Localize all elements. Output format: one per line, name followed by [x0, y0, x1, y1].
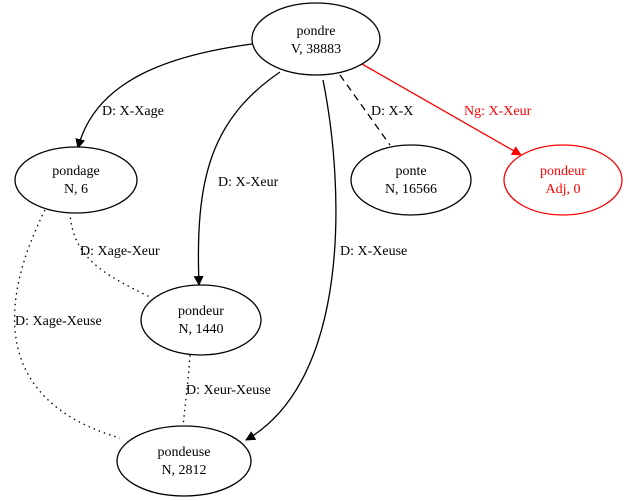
edge-pondeur-n-pondeuse: D: Xeur-Xeuse	[182, 354, 271, 428]
node-pondeur-adj: pondeur Adj, 0	[503, 144, 623, 216]
edge-label-xeur-xeuse: D: Xeur-Xeuse	[186, 383, 271, 398]
edge-label-x-xage: D: X-Xage	[102, 104, 164, 119]
edge-line-pondre-pondeuse	[245, 79, 337, 441]
node-info-pondeur-n: N, 1440	[178, 322, 223, 337]
edge-line-pondre-pondeur-n	[193, 71, 281, 286]
edge-label-ng-x-xeur: Ng: X-Xeur	[464, 104, 532, 119]
edge-pondre-pondeur-adj: Ng: X-Xeur	[361, 63, 532, 156]
node-name-pondage: pondage	[52, 164, 99, 179]
edge-pondre-pondeur-n: D: X-Xeur	[193, 71, 281, 286]
edge-pondre-ponte: D: X-X	[339, 74, 413, 146]
node-pondage: pondage N, 6	[14, 146, 138, 214]
node-name-pondeuse: pondeuse	[158, 445, 211, 460]
edge-pondre-pondeuse: D: X-Xeuse	[245, 79, 407, 441]
node-pondeuse: pondeuse N, 2812	[116, 425, 252, 497]
edge-label-xage-xeuse: D: Xage-Xeuse	[15, 314, 102, 329]
edge-line-pondeur-n-pondeuse	[182, 354, 191, 428]
node-info-pondeuse: N, 2812	[161, 463, 206, 478]
node-shape-pondeur-n	[140, 284, 262, 356]
edge-label-x-xeuse: D: X-Xeuse	[340, 244, 407, 259]
node-shape-pondeur-adj	[503, 144, 623, 216]
node-shape-pondeuse	[116, 425, 252, 497]
edge-label-x-x: D: X-X	[371, 104, 413, 119]
edge-pondre-pondage: D: X-Xage	[75, 43, 253, 149]
node-info-pondage: N, 6	[64, 182, 88, 197]
node-shape-ponte	[350, 144, 472, 216]
edge-line-pondre-ponte	[339, 74, 391, 146]
edge-pondage-pondeuse: D: Xage-Xeuse	[13, 209, 121, 439]
node-name-pondeur-n: pondeur	[178, 304, 224, 319]
edge-label-x-xeur: D: X-Xeur	[218, 175, 279, 190]
node-pondre: pondre V, 38883	[251, 2, 381, 76]
node-name-ponte: ponte	[395, 164, 426, 179]
node-info-pondeur-adj: Adj, 0	[546, 182, 581, 197]
node-name-pondre: pondre	[297, 24, 336, 39]
node-ponte: ponte N, 16566	[350, 144, 472, 216]
edge-label-xage-xeur: D: Xage-Xeur	[80, 244, 160, 259]
edge-line-pondre-pondage	[75, 43, 253, 149]
node-pondeur-n: pondeur N, 1440	[140, 284, 262, 356]
node-info-pondre: V, 38883	[291, 42, 341, 57]
edge-pondage-pondeur-n: D: Xage-Xeur	[69, 211, 160, 298]
node-shape-pondage	[14, 146, 138, 214]
node-name-pondeur-adj: pondeur	[540, 164, 586, 179]
edge-line-pondage-pondeuse	[13, 209, 121, 439]
edge-line-pondre-pondeur-adj	[361, 63, 522, 156]
node-shape-pondre	[251, 2, 381, 76]
node-info-ponte: N, 16566	[385, 182, 437, 197]
